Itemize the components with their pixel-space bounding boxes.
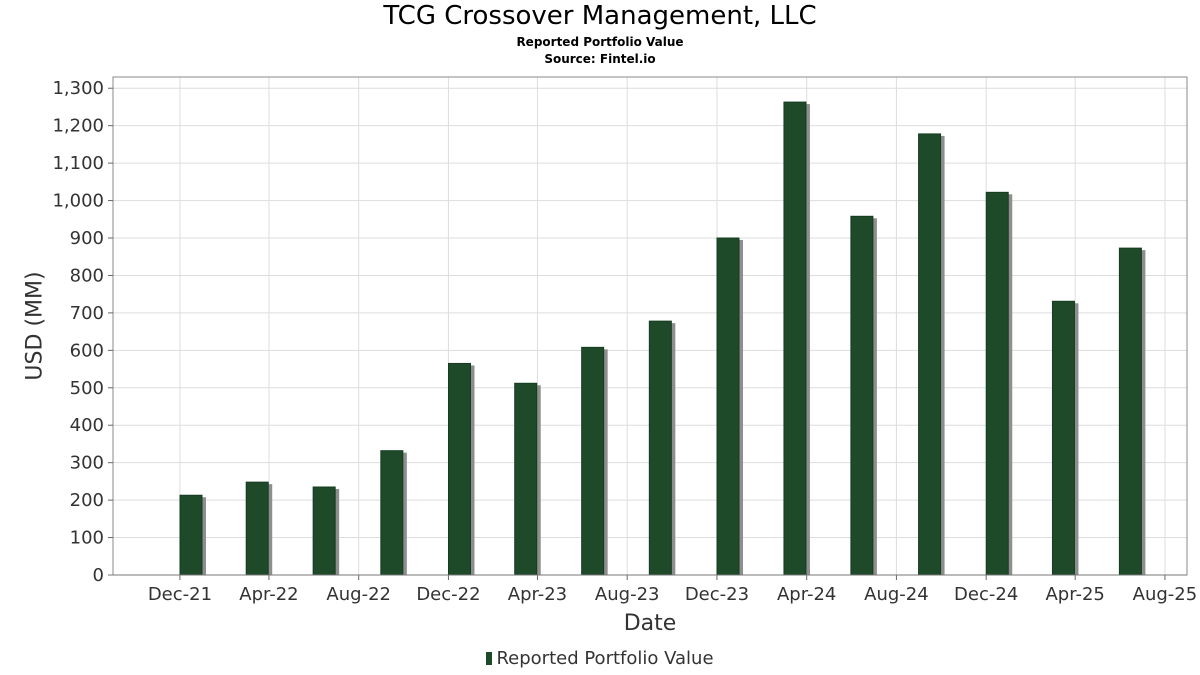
x-tick-label: Aug-24 (864, 584, 929, 605)
bar (1118, 247, 1142, 576)
y-tick-label: 1,000 (52, 191, 104, 212)
bar (312, 486, 336, 576)
x-tick-label: Apr-22 (239, 584, 298, 605)
x-tick-label: Apr-24 (777, 584, 836, 605)
x-tick-label: Dec-24 (954, 584, 1018, 605)
y-tick-label: 900 (70, 228, 104, 249)
legend: Reported Portfolio Value (0, 648, 1200, 669)
x-tick-label: Dec-21 (148, 584, 212, 605)
chart-title: TCG Crossover Management, LLC (383, 1, 817, 31)
bar (514, 382, 538, 576)
y-tick-label: 1,200 (52, 116, 104, 137)
bar (245, 481, 269, 576)
y-tick-label: 200 (70, 490, 104, 511)
x-tick-label: Aug-25 (1133, 584, 1198, 605)
y-tick-label: 500 (70, 378, 104, 399)
y-tick-label: 300 (70, 453, 104, 474)
legend-label: Reported Portfolio Value (496, 648, 714, 669)
x-axis: Dec-21 Apr-22 Aug-22 Dec-22 Apr-23 Aug-23 Dec-… (108, 574, 1198, 605)
bar (783, 101, 807, 576)
bar (918, 133, 942, 576)
y-tick-label: 700 (70, 303, 104, 324)
y-axis: 0 100 200 300 400 500 600 700 800 900 1,000 1,100 1,… (52, 78, 113, 586)
bar (380, 450, 404, 576)
y-axis-label: USD (MM) (23, 271, 48, 380)
bar (581, 346, 605, 576)
x-tick-label: Aug-23 (595, 584, 660, 605)
y-tick-label: 1,300 (52, 78, 104, 99)
bar (448, 362, 472, 576)
y-tick-label: 400 (70, 415, 104, 436)
x-tick-label: Dec-23 (685, 584, 749, 605)
x-tick-label: Apr-25 (1045, 584, 1104, 605)
y-tick-label: 600 (70, 340, 104, 361)
y-tick-label: 800 (70, 265, 104, 286)
y-tick-label: 1,100 (52, 153, 104, 174)
bar (179, 494, 203, 576)
bars (179, 101, 1146, 576)
y-tick-label: 0 (93, 565, 104, 586)
chart-source: Source: Fintel.io (544, 52, 656, 66)
chart-subtitle: Reported Portfolio Value (516, 35, 684, 49)
x-tick-label: Dec-22 (416, 584, 480, 605)
legend-swatch (486, 652, 493, 665)
x-tick-label: Apr-23 (508, 584, 567, 605)
bar (648, 320, 672, 576)
y-tick-label: 100 (70, 528, 104, 549)
x-axis-label: Date (624, 611, 677, 636)
bar (1051, 300, 1075, 576)
bar (985, 191, 1009, 576)
bar (716, 237, 740, 576)
x-tick-label: Aug-22 (326, 584, 391, 605)
bar (850, 215, 874, 576)
